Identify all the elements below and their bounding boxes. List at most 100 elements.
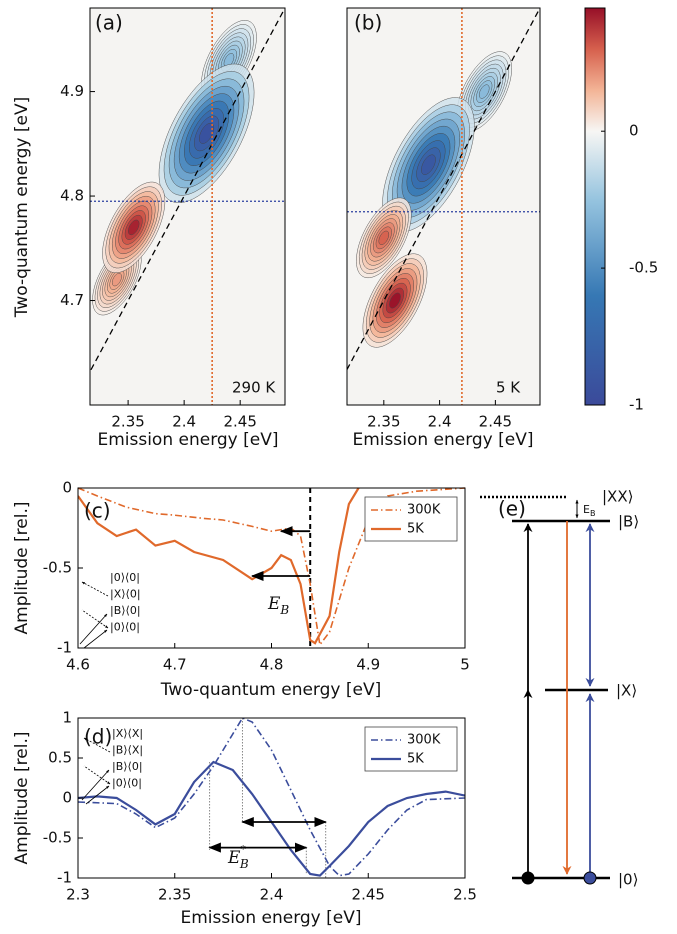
inset-label: |0⟩⟨0| [110, 621, 140, 634]
shift-label-sup: * [240, 843, 246, 856]
y-tick-label: 0 [62, 479, 72, 497]
inset-label: |0⟩⟨0| [112, 777, 142, 790]
x-tick-label: 4.8 [260, 656, 284, 674]
colorbar-tick-label: -1 [629, 396, 644, 414]
panel-label: (b) [354, 11, 382, 35]
plot-area [78, 716, 465, 878]
legend-label: 5K [407, 522, 424, 537]
x-tick-label: 5 [460, 656, 470, 674]
plot-area [78, 487, 465, 648]
inset-label: |B⟩⟨0| [112, 760, 143, 773]
y-tick-label: 4.7 [60, 291, 84, 309]
inset-label: |B⟩⟨X| [112, 744, 143, 757]
temperature-label: 5 K [496, 379, 521, 397]
inset-arrow [83, 737, 111, 753]
contour-level [389, 292, 401, 309]
series-line [78, 716, 465, 877]
y-tick-label: -0.5 [43, 829, 72, 847]
contour-level [421, 154, 436, 175]
contour-level [478, 84, 490, 99]
shift-label-sub: B [239, 857, 249, 871]
x-axis-label: Emission energy [eV] [97, 430, 278, 450]
plot-frame [89, 7, 286, 406]
x-tick-label: 2.4 [260, 886, 284, 904]
level-label: |B⟩ [618, 513, 639, 531]
legend-label: 300K [407, 733, 441, 748]
gap-label: EB [583, 503, 595, 518]
inset-label: |X⟩⟨0| [110, 588, 141, 601]
inset-arrow [79, 613, 108, 645]
x-tick-label: 4.7 [163, 656, 187, 674]
x-tick-label: 2.35 [111, 413, 144, 431]
x-tick-label: 2.4 [428, 413, 452, 431]
colorbar [584, 7, 606, 406]
y-tick-label: 1 [62, 709, 72, 727]
plot-frame [346, 7, 541, 406]
panel-label: (c) [84, 499, 111, 523]
y-tick-label: 0.5 [48, 749, 72, 767]
inset-arrow [85, 785, 110, 805]
inset-arrow [81, 769, 110, 801]
diagonal-line [347, 8, 540, 371]
y-tick-label: -1 [57, 639, 72, 657]
x-tick-label: 2.5 [453, 886, 477, 904]
panel-label: (d) [84, 725, 112, 749]
x-tick-label: 2.35 [367, 413, 400, 431]
legend-label: 300K [407, 503, 441, 518]
y-tick-label: -1 [57, 869, 72, 887]
x-axis-label: Emission energy [eV] [352, 430, 533, 450]
y-tick-label: 4.9 [60, 82, 84, 100]
level-label: |X⟩ [616, 682, 637, 700]
y-tick-label: 0 [62, 789, 72, 807]
contour-level [378, 230, 390, 245]
y-tick-label: -0.5 [43, 559, 72, 577]
inset-label: |0⟩⟨0| [110, 571, 140, 584]
x-tick-label: 2.4 [172, 413, 196, 431]
contour-level [128, 219, 140, 236]
inset-arrow [83, 629, 108, 649]
x-tick-label: 2.45 [479, 413, 512, 431]
colorbar-tick-label: 0 [629, 122, 639, 140]
shift-label: E* B [227, 843, 249, 871]
x-tick-label: 2.45 [223, 413, 256, 431]
inset-label: |X⟩⟨X| [112, 727, 143, 740]
colorbar-tick-label: -0.5 [629, 259, 658, 277]
level-label: |0⟩ [618, 871, 638, 889]
x-axis-label: Emission energy [eV] [180, 908, 361, 928]
inset-arrow [81, 609, 109, 629]
level-label: |XX⟩ [602, 488, 633, 506]
plot-frame [77, 487, 466, 649]
ground-dot [521, 871, 535, 885]
shift-label: EB [267, 594, 289, 617]
x-tick-label: 2.3 [66, 886, 90, 904]
y-axis-label: Amplitude [rel.] [12, 732, 32, 865]
x-axis-label: Two-quantum energy [eV] [160, 680, 381, 700]
x-tick-label: 4.9 [356, 656, 380, 674]
level-diagram [480, 495, 610, 885]
inset-arrow [83, 765, 111, 785]
shift-label-main: E [227, 848, 241, 868]
y-axis-label: Two-quantum energy [eV] [12, 97, 32, 318]
contour-map [90, 8, 285, 405]
plot-frame [77, 717, 466, 879]
temperature-label: 290 K [232, 379, 276, 397]
ground-dot [583, 871, 597, 885]
inset-label: |B⟩⟨0| [110, 604, 141, 617]
y-tick-label: 4.8 [60, 187, 84, 205]
gap-label-sub: B [590, 509, 596, 518]
series-line [78, 487, 360, 645]
shift-label-sub: B [279, 603, 289, 617]
contour-level [111, 273, 122, 287]
x-tick-label: 2.35 [158, 886, 191, 904]
shift-label-main: E [267, 594, 281, 614]
y-axis-label: Amplitude [rel.] [12, 502, 32, 635]
panel-label: (e) [498, 497, 526, 521]
legend-label: 5K [407, 752, 424, 767]
x-tick-label: 2.45 [352, 886, 385, 904]
gap-label-main: E [583, 503, 590, 516]
diagonal-line [90, 8, 285, 373]
panel-label: (a) [95, 11, 123, 35]
legend-box [364, 496, 458, 542]
inset-arrow [81, 581, 109, 597]
